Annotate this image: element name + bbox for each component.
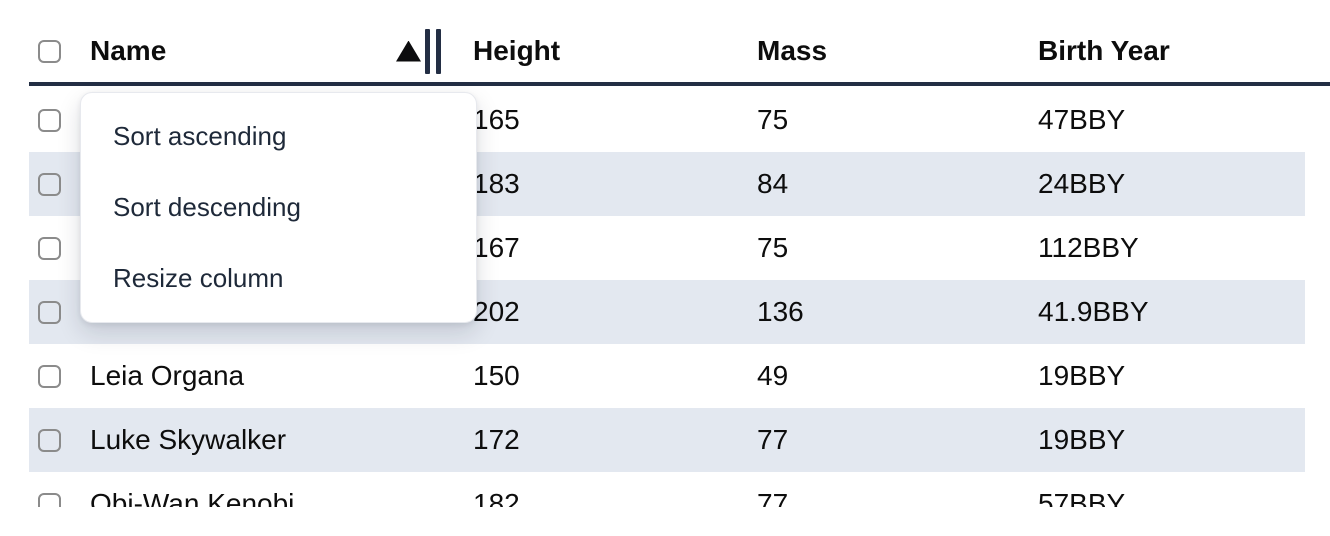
cell-mass: 77 xyxy=(757,424,789,455)
table-row: 167 75 112BBY xyxy=(29,216,1305,280)
table-row: Leia Organa 150 49 19BBY xyxy=(29,344,1305,408)
row-checkbox[interactable] xyxy=(38,172,61,196)
table-row: 165 75 47BBY xyxy=(29,88,1305,152)
row-checkbox[interactable] xyxy=(38,108,61,132)
cell-mass: 75 xyxy=(757,104,789,135)
menu-item-sort-ascending[interactable]: Sort ascending xyxy=(113,121,287,151)
cell-birth-year: 57BBY xyxy=(1038,488,1126,507)
sort-ascending-icon xyxy=(396,40,421,62)
select-all-checkbox[interactable] xyxy=(38,39,61,63)
table-row: Obi-Wan Kenobi 182 77 57BBY xyxy=(29,472,1305,507)
cell-name: Obi-Wan Kenobi xyxy=(90,488,295,507)
cell-birth-year: 19BBY xyxy=(1038,360,1126,391)
cell-height: 183 xyxy=(473,168,520,199)
column-header-name[interactable]: Name xyxy=(77,20,473,82)
cell-name: Leia Organa xyxy=(90,360,245,391)
header-divider xyxy=(29,82,1330,86)
cell-mass: 84 xyxy=(757,168,789,199)
row-checkbox[interactable] xyxy=(38,492,61,507)
table-row: Luke Skywalker 172 77 19BBY xyxy=(29,408,1305,472)
row-checkbox[interactable] xyxy=(38,300,61,324)
column-header-height[interactable]: Height xyxy=(473,35,561,66)
cell-mass: 77 xyxy=(757,488,789,507)
cell-mass: 136 xyxy=(757,296,804,327)
cell-height: 172 xyxy=(473,424,520,455)
column-resize-handle[interactable] xyxy=(425,28,441,74)
cell-birth-year: 19BBY xyxy=(1038,424,1126,455)
menu-item-resize-column[interactable]: Resize column xyxy=(113,263,284,293)
cell-birth-year: 112BBY xyxy=(1038,232,1139,263)
cell-height: 202 xyxy=(473,296,520,327)
cell-birth-year: 41.9BBY xyxy=(1038,296,1149,327)
column-context-menu: Sort ascending Sort descending Resize co… xyxy=(80,92,477,323)
column-header-name-label: Name xyxy=(90,35,167,66)
cell-birth-year: 24BBY xyxy=(1038,168,1126,199)
cell-height: 167 xyxy=(473,232,520,263)
cell-mass: 49 xyxy=(757,360,789,391)
column-header-mass[interactable]: Mass xyxy=(757,35,828,66)
cell-birth-year: 47BBY xyxy=(1038,104,1126,135)
cell-name: Luke Skywalker xyxy=(90,424,287,455)
table-header-row: Name Height Mass Birth Year xyxy=(29,0,1305,82)
cell-height: 150 xyxy=(473,360,520,391)
row-checkbox[interactable] xyxy=(38,236,61,260)
row-checkbox[interactable] xyxy=(38,428,61,452)
cell-height: 165 xyxy=(473,104,520,135)
column-header-birth-year[interactable]: Birth Year xyxy=(1038,35,1170,66)
select-all-cell xyxy=(29,20,77,82)
cell-mass: 75 xyxy=(757,232,789,263)
row-checkbox[interactable] xyxy=(38,364,61,388)
cell-height: 182 xyxy=(473,488,520,507)
menu-item-sort-descending[interactable]: Sort descending xyxy=(113,192,301,222)
